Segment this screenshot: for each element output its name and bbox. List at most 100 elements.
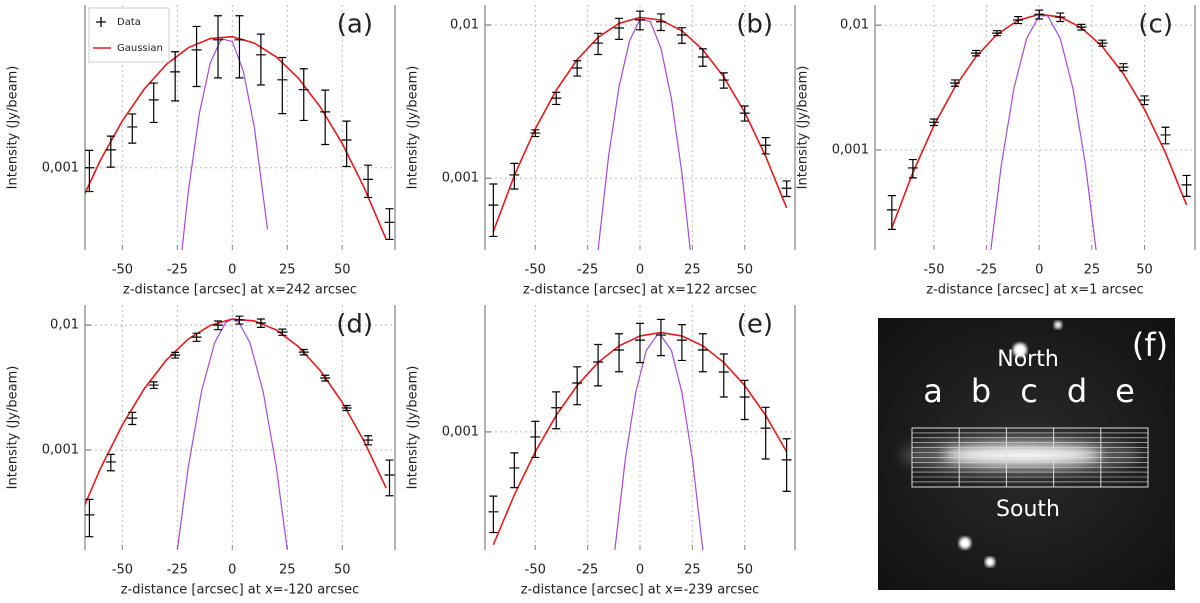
y-tick-label: 0,001 [832, 142, 869, 157]
x-axis-label: z-distance [arcsec] at x=1 arcsec [926, 283, 1143, 298]
error-bar [739, 105, 750, 122]
y-tick-label: 0,001 [442, 424, 479, 439]
error-bar [148, 82, 159, 124]
error-bar [105, 135, 116, 168]
column-label: e [1115, 372, 1135, 410]
error-bar [298, 348, 309, 356]
error-bar [971, 49, 982, 57]
error-bar [676, 27, 687, 44]
x-axis-label: z-distance [arcsec] at x=122 arcsec [523, 283, 757, 298]
error-bar [127, 113, 138, 144]
error-bar [488, 183, 499, 238]
x-tick-label: -50 [525, 263, 546, 278]
y-axis-label: Intensity (Jy/beam) [6, 366, 21, 490]
x-axis-label: z-distance [arcsec] at x=-120 arcsec [121, 583, 360, 598]
panel-label: (e) [737, 310, 773, 340]
error-bar [760, 406, 771, 460]
error-bar [170, 351, 181, 359]
x-tick-label: -25 [577, 263, 598, 278]
error-bar [1118, 63, 1129, 72]
y-axis-label: Intensity (Jy/beam) [796, 66, 811, 190]
error-bar [341, 404, 352, 412]
error-bar [85, 149, 95, 193]
x-tick-label: 50 [736, 263, 753, 278]
x-tick-label: 50 [736, 563, 753, 578]
star [985, 557, 995, 567]
error-bar [739, 379, 750, 421]
error-bar [572, 60, 583, 77]
error-bar [614, 17, 625, 41]
plot-area [85, 315, 395, 550]
y-tick-label: 0,01 [50, 318, 79, 333]
error-bar [509, 452, 520, 489]
star [959, 537, 971, 549]
error-bar [85, 498, 95, 538]
north-label: North [997, 347, 1059, 372]
south-label: South [996, 497, 1060, 522]
x-tick-label: 25 [279, 563, 296, 578]
plot: -50 -25 0 25 50 0,001 0,01 z-distance [arcsec] … [796, 5, 1196, 298]
error-bar [384, 208, 395, 241]
y-tick-label: 0,01 [450, 17, 479, 32]
error-bar [697, 48, 708, 67]
fit-curve [85, 318, 387, 507]
error-bar [614, 333, 625, 373]
error-bar [593, 343, 604, 387]
x-tick-label: 0 [1035, 263, 1043, 278]
error-bar [530, 420, 541, 459]
error-bar [170, 51, 181, 102]
x-tick-label: 0 [228, 563, 236, 578]
error-bar [298, 68, 309, 122]
y-axis-label: Intensity (Jy/beam) [406, 66, 421, 190]
plot: -50 -25 0 25 50 0,001 z-distance [arcsec] at x… [406, 305, 796, 598]
error-bar [1097, 39, 1108, 47]
error-bar [1013, 16, 1024, 25]
error-bar [488, 495, 499, 534]
error-bar [1034, 9, 1045, 20]
slice-grid [911, 427, 1149, 488]
fit-curve [85, 35, 387, 240]
error-bar [277, 56, 288, 115]
error-bar [213, 320, 224, 331]
error-bar [593, 32, 604, 56]
error-bar [320, 89, 331, 146]
error-bar [551, 391, 562, 430]
x-axis-label: z-distance [arcsec] at x=-239 arcsec [521, 583, 760, 598]
galaxy [942, 445, 1102, 465]
error-bar [781, 180, 792, 198]
error-bar [950, 79, 960, 87]
error-bar [635, 322, 645, 364]
error-bar [697, 333, 708, 373]
star [1054, 321, 1062, 329]
beam-curve [614, 331, 704, 550]
error-bar [781, 438, 792, 493]
error-bar [234, 15, 245, 79]
error-bar [255, 33, 266, 86]
error-bar [992, 30, 1003, 37]
y-axis-label: Intensity (Jy/beam) [6, 66, 21, 190]
error-bar [718, 72, 729, 89]
beam-curve [990, 15, 1097, 250]
panel-label: (d) [336, 310, 373, 340]
error-bar [191, 332, 202, 342]
error-bar [363, 435, 374, 446]
x-tick-label: -50 [112, 563, 133, 578]
plot-area [886, 9, 1192, 250]
column-label: b [971, 372, 991, 410]
panel-label: (a) [337, 10, 373, 40]
error-bar [384, 459, 395, 497]
error-bar [320, 374, 331, 382]
error-bar [760, 137, 771, 155]
error-bar [105, 453, 116, 472]
fit-curve [492, 16, 788, 232]
x-axis-label: z-distance [arcsec] at x=242 arcsec [123, 283, 357, 298]
error-bar [676, 324, 687, 362]
y-axis-label: Intensity (Jy/beam) [406, 366, 421, 490]
x-tick-label: -50 [112, 263, 133, 278]
error-bar [341, 120, 352, 168]
y-tick-label: 0,01 [840, 18, 869, 33]
x-tick-label: -25 [577, 563, 598, 578]
x-tick-label: -25 [167, 263, 188, 278]
x-tick-label: -25 [167, 563, 188, 578]
x-tick-label: 50 [1136, 263, 1153, 278]
